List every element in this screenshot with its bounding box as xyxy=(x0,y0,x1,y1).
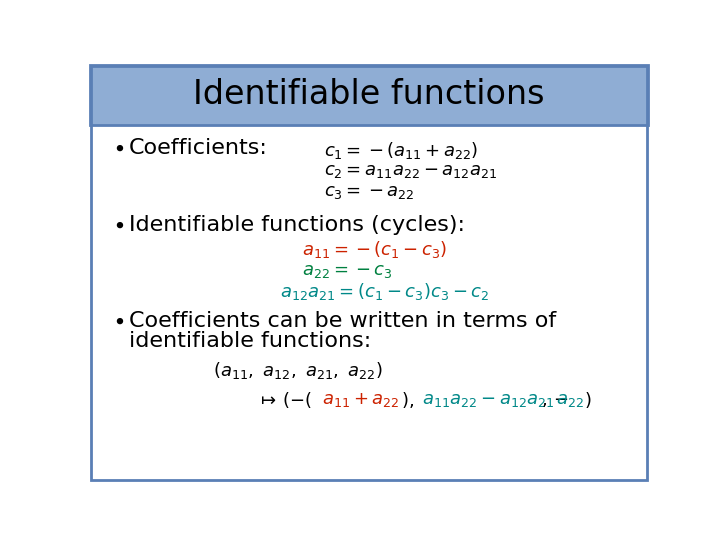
Text: $a_{22}$: $a_{22}$ xyxy=(556,390,584,409)
Text: $a_{22} = -c_3$: $a_{22} = -c_3$ xyxy=(302,261,392,280)
Text: Coefficients can be written in terms of: Coefficients can be written in terms of xyxy=(129,310,557,330)
Text: $c_3 = -a_{22}$: $c_3 = -a_{22}$ xyxy=(324,183,415,201)
Text: $\bullet$: $\bullet$ xyxy=(112,215,125,235)
Text: $,-$: $,-$ xyxy=(541,390,569,409)
Text: $a_{11}a_{22} - a_{12}a_{21}$: $a_{11}a_{22} - a_{12}a_{21}$ xyxy=(422,390,554,409)
Text: $a_{12}a_{21} = (c_1 - c_3)c_3 - c_2$: $a_{12}a_{21} = (c_1 - c_3)c_3 - c_2$ xyxy=(280,281,489,302)
Text: Identifiable functions (cycles):: Identifiable functions (cycles): xyxy=(129,215,465,235)
Text: Identifiable functions: Identifiable functions xyxy=(193,78,545,111)
Text: identifiable functions:: identifiable functions: xyxy=(129,332,372,352)
FancyBboxPatch shape xyxy=(90,65,648,125)
Text: $c_1 = -(a_{11} + a_{22})$: $c_1 = -(a_{11} + a_{22})$ xyxy=(324,139,479,160)
Text: $\mapsto\,(-($: $\mapsto\,(-($ xyxy=(258,389,312,409)
Text: $)$: $)$ xyxy=(584,389,591,409)
Text: $a_{11} + a_{22}$: $a_{11} + a_{22}$ xyxy=(322,390,399,409)
Text: $c_2 = a_{11}a_{22} - a_{12}a_{21}$: $c_2 = a_{11}a_{22} - a_{12}a_{21}$ xyxy=(324,162,498,180)
Text: $),\,$: $),\,$ xyxy=(401,389,415,409)
Text: Coefficients:: Coefficients: xyxy=(129,138,268,158)
Text: $\bullet$: $\bullet$ xyxy=(112,138,125,158)
Text: $\bullet$: $\bullet$ xyxy=(112,310,125,330)
Text: $a_{11} = -(c_1 - c_3)$: $a_{11} = -(c_1 - c_3)$ xyxy=(302,239,447,260)
Text: $(a_{11},\ a_{12},\ a_{21},\ a_{22})$: $(a_{11},\ a_{12},\ a_{21},\ a_{22})$ xyxy=(213,360,383,381)
